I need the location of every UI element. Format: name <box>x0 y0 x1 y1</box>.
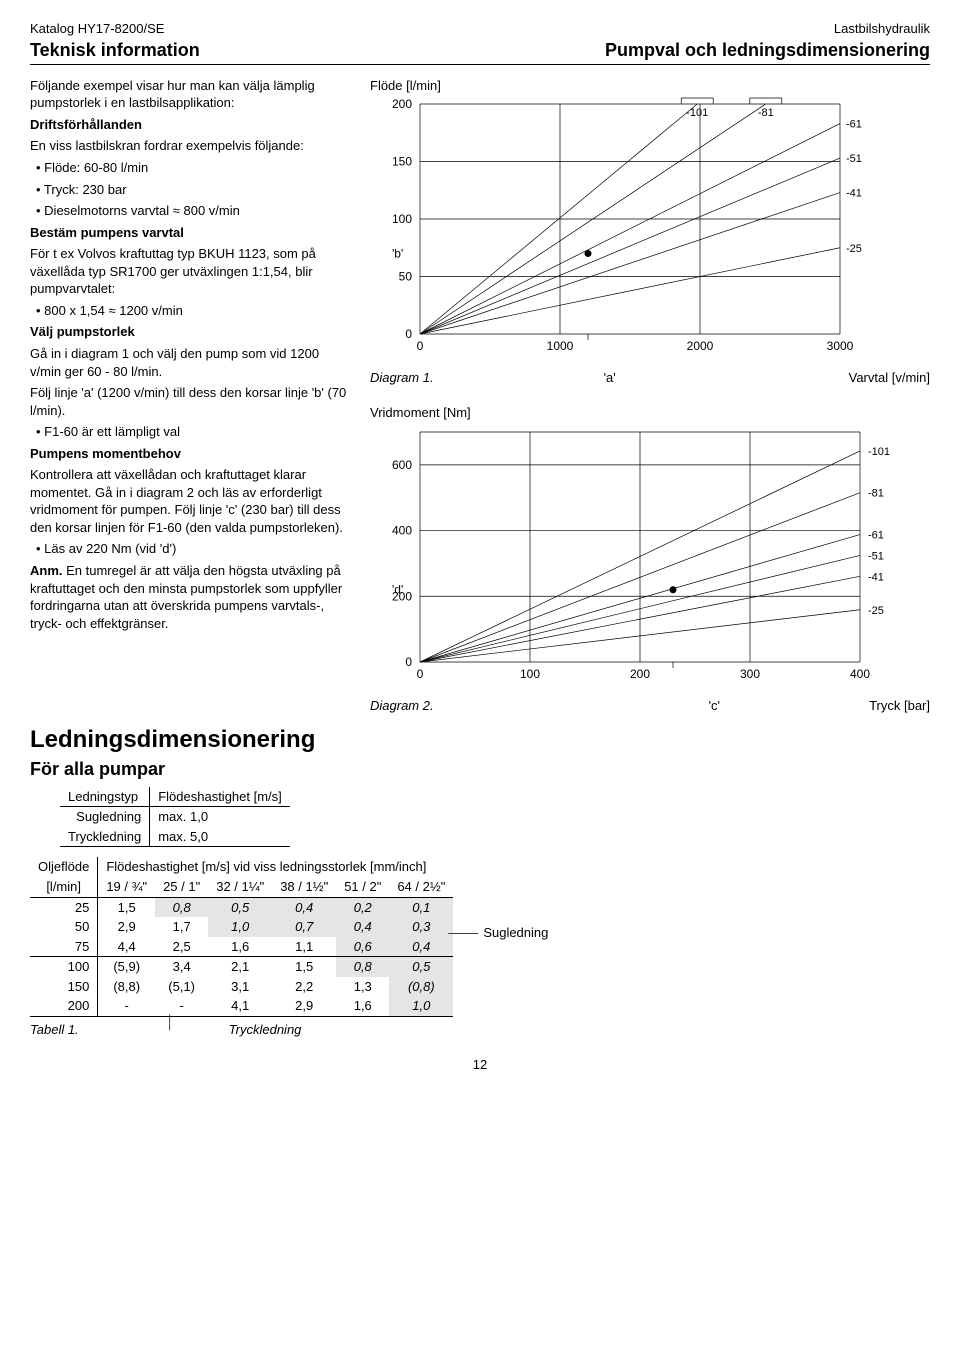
drifts-text: En viss lastbilskran fordrar exempelvis … <box>30 137 350 155</box>
flow-head-2: Flödeshastighet [m/s] <box>150 787 290 807</box>
valj-text-1: Gå in i diagram 1 och välj den pump som … <box>30 345 350 380</box>
main-columns: Följande exempel visar hur man kan välja… <box>30 77 930 714</box>
tryckledning-note: Tryckledning <box>229 1021 302 1039</box>
sizing-table-wrap: OljeflödeFlödeshastighet [m/s] vid viss … <box>30 857 930 1016</box>
svg-text:-81: -81 <box>758 107 774 119</box>
catalog-id: Katalog HY17-8200/SE <box>30 20 200 38</box>
svg-text:0: 0 <box>417 667 424 681</box>
header-right-title: Pumpval och ledningsdimensionering <box>605 38 930 62</box>
chart-column: Flöde [l/min] 0501001502000100020003000-… <box>370 77 930 714</box>
sugledning-note: Sugledning <box>483 924 548 942</box>
moment-text: Kontrollera att växellådan och kraftutta… <box>30 466 350 536</box>
valj-heading: Välj pumpstorlek <box>30 324 135 339</box>
svg-text:600: 600 <box>392 458 412 472</box>
anm-text: En tumregel är att välja den högsta utvä… <box>30 563 342 631</box>
svg-text:-101: -101 <box>868 446 890 458</box>
sizing-table: OljeflödeFlödeshastighet [m/s] vid viss … <box>30 857 453 1016</box>
ledning-sub: För alla pumpar <box>30 757 930 781</box>
header-right-top: Lastbilshydraulik <box>834 20 930 38</box>
bullet-flode: • Flöde: 60-80 l/min <box>36 159 350 177</box>
svg-text:-51: -51 <box>868 550 884 562</box>
bullet-varvtal: • Dieselmotorns varvtal ≈ 800 v/min <box>36 202 350 220</box>
svg-text:0: 0 <box>405 655 412 669</box>
bullet-calc: • 800 x 1,54 ≈ 1200 v/min <box>36 302 350 320</box>
drifts-heading: Driftsförhållanden <box>30 117 142 132</box>
svg-text:300: 300 <box>740 667 760 681</box>
svg-text:-101: -101 <box>686 107 708 119</box>
flow-head-1: Ledningstyp <box>60 787 150 807</box>
svg-text:2000: 2000 <box>687 339 714 353</box>
svg-text:-25: -25 <box>846 243 862 255</box>
page-number: 12 <box>30 1056 930 1074</box>
chart2-xlabel: Tryck [bar] <box>869 697 930 715</box>
svg-text:400: 400 <box>392 524 412 538</box>
page-header: Katalog HY17-8200/SE Teknisk information… <box>30 20 930 65</box>
svg-text:50: 50 <box>399 270 413 284</box>
svg-text:200: 200 <box>392 97 412 111</box>
svg-text:-61: -61 <box>846 119 862 131</box>
bestam-text: För t ex Volvos kraftuttag typ BKUH 1123… <box>30 245 350 298</box>
svg-text:-61: -61 <box>868 530 884 542</box>
svg-text:-81: -81 <box>868 488 884 500</box>
svg-text:3000: 3000 <box>827 339 854 353</box>
svg-text:0: 0 <box>405 327 412 341</box>
svg-text:100: 100 <box>520 667 540 681</box>
sug-label: Sugledning <box>60 807 150 827</box>
valj-text-2: Följ linje 'a' (1200 v/min) till dess de… <box>30 384 350 419</box>
chart-1-title: Flöde [l/min] <box>370 77 930 95</box>
tryck-label: Tryckledning <box>60 827 150 847</box>
svg-text:-41: -41 <box>868 571 884 583</box>
diagram-1: 0501001502000100020003000-101-81-61-51-4… <box>370 94 890 364</box>
bullet-220nm: • Läs av 220 Nm (vid 'd') <box>36 540 350 558</box>
diagram-1-caption: Diagram 1. <box>370 369 434 387</box>
flow-speed-table: Ledningstyp Flödeshastighet [m/s] Sugled… <box>60 787 290 848</box>
intro-text: Följande exempel visar hur man kan välja… <box>30 77 350 112</box>
svg-text:1000: 1000 <box>547 339 574 353</box>
svg-text:'d': 'd' <box>392 583 403 597</box>
svg-text:400: 400 <box>850 667 870 681</box>
chart1-a-label: 'a' <box>604 369 616 387</box>
diagram-2-caption: Diagram 2. <box>370 697 434 715</box>
moment-heading: Pumpens momentbehov <box>30 446 181 461</box>
ledning-title: Ledningsdimensionering <box>30 724 930 756</box>
ledning-section: Ledningsdimensionering För alla pumpar L… <box>30 724 930 1038</box>
bestam-heading: Bestäm pumpens varvtal <box>30 225 184 240</box>
chart1-xlabel: Varvtal [v/min] <box>849 369 930 387</box>
header-left-title: Teknisk information <box>30 38 200 62</box>
bullet-tryck: • Tryck: 230 bar <box>36 181 350 199</box>
bullet-f160: • F1-60 är ett lämpligt val <box>36 423 350 441</box>
svg-text:-25: -25 <box>868 605 884 617</box>
svg-text:-51: -51 <box>846 153 862 165</box>
svg-text:200: 200 <box>630 667 650 681</box>
svg-text:100: 100 <box>392 212 412 226</box>
svg-text:'b': 'b' <box>392 247 403 261</box>
svg-text:150: 150 <box>392 155 412 169</box>
tabell-caption: Tabell 1. <box>30 1021 79 1039</box>
svg-text:0: 0 <box>417 339 424 353</box>
svg-text:-41: -41 <box>846 188 862 200</box>
tryck-value: max. 5,0 <box>150 827 290 847</box>
diagram-2: 02004006000100200300400-101-81-61-51-41-… <box>370 422 930 692</box>
chart-2-title: Vridmoment [Nm] <box>370 404 930 422</box>
sug-value: max. 1,0 <box>150 807 290 827</box>
chart2-c-label: 'c' <box>709 697 720 715</box>
text-column: Följande exempel visar hur man kan välja… <box>30 77 350 714</box>
anm-heading: Anm. <box>30 563 63 578</box>
